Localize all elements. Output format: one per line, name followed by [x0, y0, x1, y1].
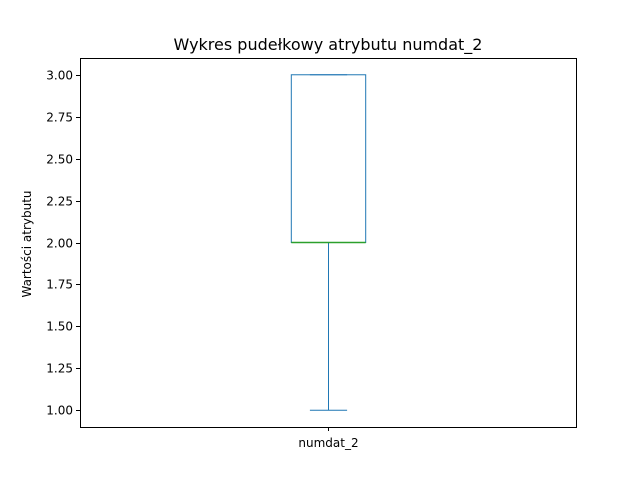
y-tick-label: 1.00 — [46, 404, 73, 418]
y-tick-label: 2.25 — [46, 195, 73, 209]
plot-area-frame — [80, 58, 577, 428]
box-elements — [290, 74, 367, 411]
y-tick-label: 2.00 — [46, 237, 73, 251]
y-axis-ticks: 1.00 1.25 1.50 1.75 2.00 2.25 2.50 2.75 3.00 — [46, 69, 80, 418]
y-tick-label: 2.50 — [46, 153, 73, 167]
chart-title: Wykres pudełkowy atrybutu numdat_2 — [174, 35, 483, 55]
y-tick-label: 2.75 — [46, 111, 73, 125]
y-tick-label: 1.75 — [46, 278, 73, 292]
y-tick-label: 1.25 — [46, 362, 73, 376]
y-axis-label: Wartości atrybutu — [20, 190, 34, 297]
y-tick-label: 3.00 — [46, 69, 73, 83]
y-tick-label: 1.50 — [46, 320, 73, 334]
x-tick-label: numdat_2 — [298, 436, 358, 450]
